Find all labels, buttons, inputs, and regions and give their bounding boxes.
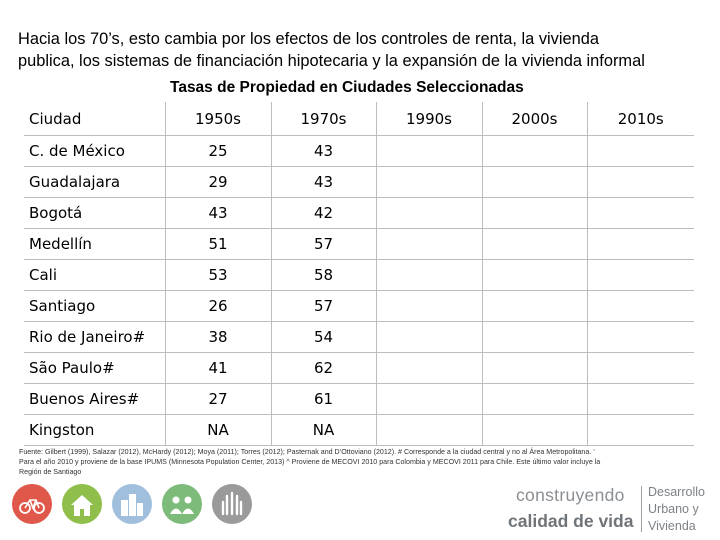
value-cell [375, 414, 483, 446]
table-row: Cali 53 58 [24, 259, 694, 291]
value-cell [586, 228, 694, 260]
table-row: São Paulo# 41 62 [24, 352, 694, 384]
table-row: Rio de Janeiro# 38 54 [24, 321, 694, 353]
brand-divider [641, 486, 642, 532]
value-cell: 58 [270, 259, 377, 291]
value-cell [481, 197, 588, 229]
city-cell: São Paulo# [24, 352, 166, 384]
table-row: Kingston NA NA [24, 414, 694, 446]
value-cell [586, 321, 694, 353]
city-cell: Kingston [24, 414, 166, 446]
value-cell [375, 228, 483, 260]
value-cell: 29 [164, 166, 272, 198]
value-cell [481, 321, 588, 353]
value-cell: 43 [270, 135, 377, 167]
value-cell: 61 [270, 383, 377, 415]
header-2000s: 2000s [481, 102, 588, 136]
value-cell [375, 135, 483, 167]
value-cell [586, 259, 694, 291]
value-cell: 57 [270, 290, 377, 322]
community-icon [162, 484, 202, 524]
value-cell: 62 [270, 352, 377, 384]
value-cell [586, 352, 694, 384]
source-line-3: Región de Santiago [19, 468, 82, 476]
intro-line-1: Hacia los 70’s, esto cambia por los efec… [18, 30, 599, 48]
value-cell [481, 228, 588, 260]
city-cell: C. de México [24, 135, 166, 167]
source-line-1: Fuente: Gilbert (1999), Salazar (2012), … [19, 448, 595, 456]
brand-right-1: Desarrollo [648, 485, 705, 499]
raised-hands-icon [212, 484, 252, 524]
value-cell [375, 290, 483, 322]
table-row: Santiago 26 57 [24, 290, 694, 322]
value-cell [586, 135, 694, 167]
value-cell: 43 [270, 166, 377, 198]
value-cell: 27 [164, 383, 272, 415]
value-cell [375, 197, 483, 229]
value-cell [481, 166, 588, 198]
city-buildings-icon [112, 484, 152, 524]
city-cell: Buenos Aires# [24, 383, 166, 415]
city-cell: Santiago [24, 290, 166, 322]
header-1970s: 1970s [270, 102, 377, 136]
value-cell [481, 290, 588, 322]
value-cell: NA [270, 414, 377, 446]
table-row: Medellín 51 57 [24, 228, 694, 260]
value-cell [481, 383, 588, 415]
table-row: Guadalajara 29 43 [24, 166, 694, 198]
value-cell: 54 [270, 321, 377, 353]
ownership-table: Ciudad 1950s 1970s 1990s 2000s 2010s C. … [24, 102, 694, 446]
table-row: C. de México 25 43 [24, 135, 694, 167]
city-cell: Cali [24, 259, 166, 291]
header-1990s: 1990s [375, 102, 483, 136]
value-cell [481, 259, 588, 291]
value-cell: NA [164, 414, 272, 446]
value-cell [375, 383, 483, 415]
value-cell [586, 383, 694, 415]
table-row: Buenos Aires# 27 61 [24, 383, 694, 415]
city-cell: Rio de Janeiro# [24, 321, 166, 353]
table-row: Bogotá 43 42 [24, 197, 694, 229]
intro-text: Hacia los 70’s, esto cambia por los efec… [18, 28, 718, 72]
value-cell: 26 [164, 290, 272, 322]
value-cell: 43 [164, 197, 272, 229]
value-cell [481, 352, 588, 384]
city-cell: Bogotá [24, 197, 166, 229]
bicycle-icon [12, 484, 52, 524]
value-cell: 57 [270, 228, 377, 260]
city-cell: Guadalajara [24, 166, 166, 198]
city-cell: Medellín [24, 228, 166, 260]
value-cell [481, 414, 588, 446]
value-cell: 38 [164, 321, 272, 353]
intro-line-2: publica, los sistemas de financiación hi… [18, 52, 645, 70]
value-cell [586, 290, 694, 322]
value-cell: 42 [270, 197, 377, 229]
value-cell: 41 [164, 352, 272, 384]
value-cell [375, 166, 483, 198]
value-cell [375, 352, 483, 384]
value-cell [586, 197, 694, 229]
source-note: Fuente: Gilbert (1999), Salazar (2012), … [19, 447, 699, 477]
value-cell [586, 414, 694, 446]
source-line-2: Para el año 2010 y proviene de la base I… [19, 458, 601, 466]
table-header-row: Ciudad 1950s 1970s 1990s 2000s 2010s [24, 102, 694, 136]
house-icon [62, 484, 102, 524]
header-ciudad: Ciudad [24, 102, 166, 136]
header-1950s: 1950s [164, 102, 272, 136]
table-title: Tasas de Propiedad en Ciudades Seleccion… [170, 79, 524, 96]
value-cell: 25 [164, 135, 272, 167]
value-cell [375, 321, 483, 353]
brand-right-3: Vivienda [648, 519, 696, 533]
value-cell: 51 [164, 228, 272, 260]
brand-right-2: Urbano y [648, 502, 699, 516]
value-cell [375, 259, 483, 291]
header-2010s: 2010s [586, 102, 694, 136]
value-cell [586, 166, 694, 198]
value-cell [481, 135, 588, 167]
brand-line-1: construyendo [516, 485, 625, 505]
value-cell: 53 [164, 259, 272, 291]
brand-line-2: calidad de vida [508, 511, 634, 531]
